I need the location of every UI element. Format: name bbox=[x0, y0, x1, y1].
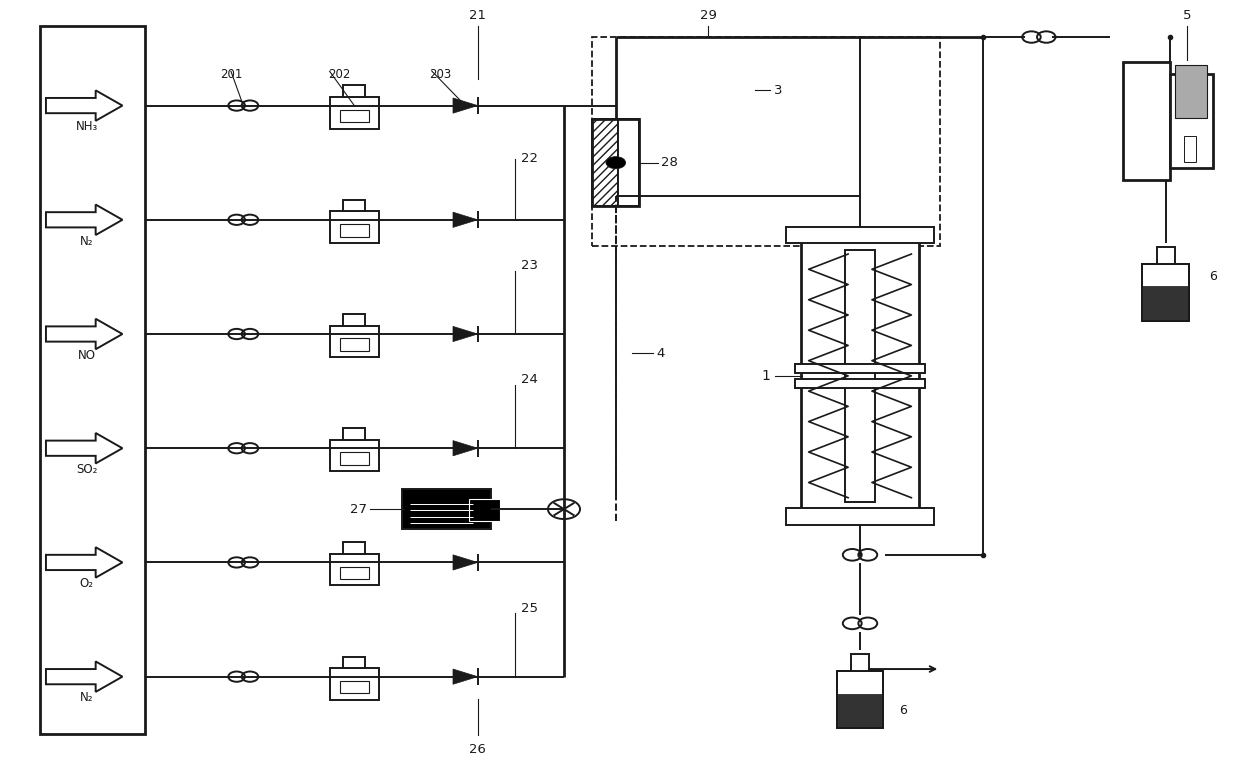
Text: 29: 29 bbox=[700, 8, 716, 21]
Bar bbox=[592, 119, 639, 206]
Bar bbox=[470, 499, 501, 521]
Text: O₂: O₂ bbox=[79, 578, 94, 591]
Polygon shape bbox=[453, 212, 478, 227]
Text: SO₂: SO₂ bbox=[76, 463, 98, 476]
Bar bbox=[339, 681, 369, 693]
Text: 21: 21 bbox=[470, 8, 486, 21]
Bar bbox=[403, 489, 491, 529]
Bar bbox=[795, 364, 924, 373]
Text: 6: 6 bbox=[1209, 271, 1217, 283]
Text: 203: 203 bbox=[430, 67, 452, 81]
Bar bbox=[343, 199, 366, 212]
Bar bbox=[339, 453, 369, 465]
Bar bbox=[1156, 247, 1176, 264]
Text: 4: 4 bbox=[657, 347, 665, 360]
Bar bbox=[339, 567, 369, 579]
Bar bbox=[1142, 286, 1189, 321]
Polygon shape bbox=[453, 327, 478, 341]
Text: NO: NO bbox=[78, 349, 95, 362]
Text: 26: 26 bbox=[470, 743, 486, 756]
Bar bbox=[40, 25, 145, 734]
Bar bbox=[330, 668, 379, 700]
Polygon shape bbox=[453, 669, 478, 684]
Bar bbox=[1184, 137, 1196, 162]
Text: 202: 202 bbox=[328, 67, 351, 81]
Bar bbox=[330, 439, 379, 471]
Bar bbox=[343, 314, 366, 326]
Bar bbox=[618, 119, 639, 206]
Bar bbox=[330, 326, 379, 357]
Circle shape bbox=[606, 156, 626, 169]
Bar bbox=[786, 509, 934, 525]
Text: 5: 5 bbox=[1183, 8, 1191, 21]
Bar bbox=[802, 235, 918, 517]
Text: 6: 6 bbox=[900, 704, 907, 717]
Bar bbox=[845, 250, 875, 502]
Bar bbox=[1142, 264, 1189, 321]
Text: N₂: N₂ bbox=[79, 235, 93, 248]
Bar bbox=[1170, 74, 1213, 168]
Bar bbox=[592, 37, 940, 246]
Text: 23: 23 bbox=[520, 259, 538, 272]
Bar bbox=[339, 110, 369, 122]
Bar bbox=[795, 379, 924, 388]
Bar bbox=[343, 428, 366, 439]
Bar bbox=[1123, 62, 1170, 179]
Bar bbox=[343, 542, 366, 554]
Text: 201: 201 bbox=[219, 67, 242, 81]
Bar bbox=[330, 554, 379, 585]
Bar bbox=[851, 654, 870, 671]
Text: 3: 3 bbox=[773, 84, 782, 97]
Polygon shape bbox=[453, 555, 478, 570]
Bar bbox=[1175, 65, 1207, 118]
Text: NH₃: NH₃ bbox=[76, 120, 98, 133]
Text: 1: 1 bbox=[761, 369, 769, 383]
Text: 22: 22 bbox=[520, 153, 538, 166]
Text: N₂: N₂ bbox=[79, 692, 93, 704]
Text: 28: 28 bbox=[662, 156, 678, 170]
Bar bbox=[343, 657, 366, 668]
Bar bbox=[1142, 264, 1189, 321]
Bar bbox=[339, 338, 369, 351]
Bar bbox=[836, 671, 883, 728]
Bar bbox=[786, 226, 934, 243]
Bar bbox=[339, 224, 369, 236]
Bar bbox=[836, 694, 883, 728]
Bar bbox=[343, 85, 366, 97]
Text: 25: 25 bbox=[520, 601, 538, 614]
Polygon shape bbox=[453, 98, 478, 114]
Bar bbox=[330, 97, 379, 129]
Polygon shape bbox=[453, 440, 478, 456]
Bar bbox=[330, 212, 379, 243]
Bar bbox=[836, 671, 883, 728]
Text: 24: 24 bbox=[520, 374, 538, 387]
Text: 27: 27 bbox=[349, 502, 367, 515]
Bar bbox=[592, 119, 618, 206]
